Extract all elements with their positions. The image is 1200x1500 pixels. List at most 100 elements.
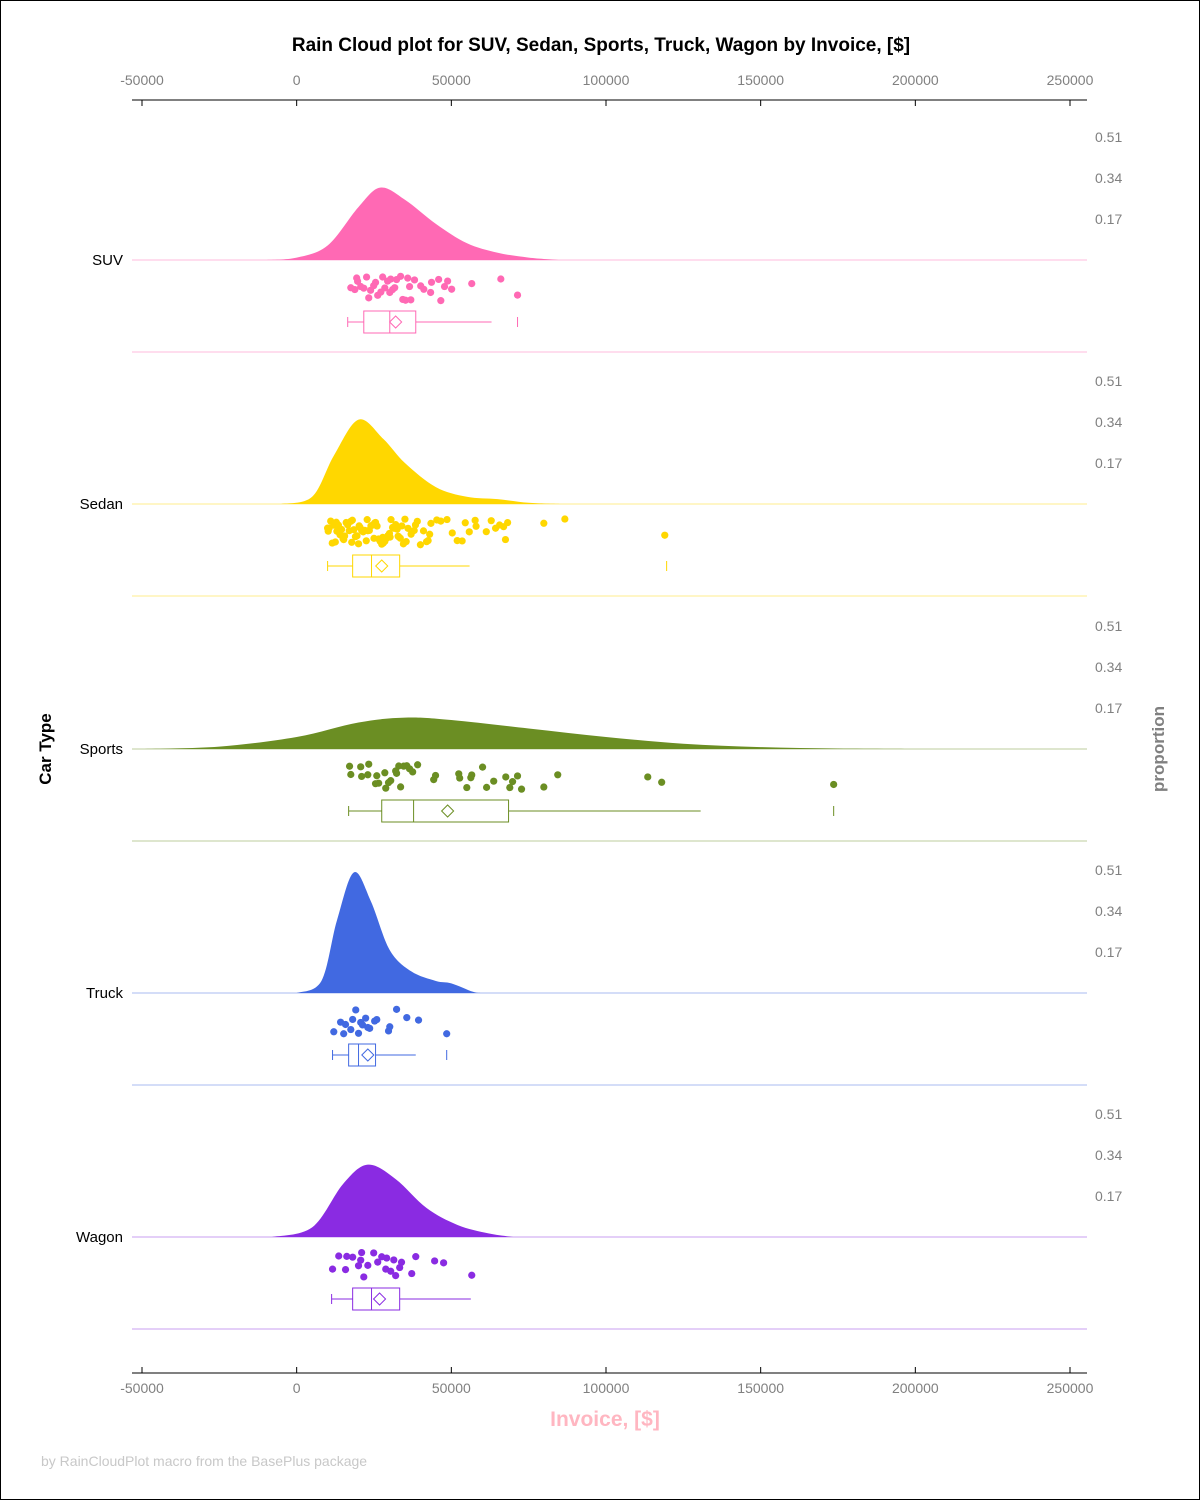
rain-point — [341, 1265, 350, 1274]
rain-point — [478, 763, 487, 771]
rain-point — [360, 284, 368, 292]
chart-title: Rain Cloud plot for SUV, Sedan, Sports, … — [292, 35, 910, 56]
density-cloud — [142, 717, 916, 749]
rain-point — [340, 536, 348, 544]
rain-point — [482, 528, 490, 536]
rain-point — [387, 777, 395, 785]
top-x-tick-label: -50000 — [120, 72, 164, 88]
mean-marker — [372, 1292, 387, 1306]
density-cloud — [296, 872, 483, 993]
rain-point — [426, 530, 434, 538]
proportion-tick-label: 0.17 — [1095, 455, 1122, 471]
bottom-x-tick-label: 150000 — [737, 1380, 784, 1396]
top-x-tick-label: 50000 — [432, 72, 471, 88]
proportion-tick-label: 0.34 — [1095, 1147, 1122, 1163]
top-x-tick-label: 200000 — [892, 72, 939, 88]
top-x-tick-label: 100000 — [583, 72, 630, 88]
rain-point — [431, 1257, 439, 1265]
proportion-tick-label: 0.17 — [1095, 944, 1122, 960]
rain-point — [324, 527, 332, 535]
rain-point — [358, 1248, 366, 1257]
rain-point — [658, 778, 666, 786]
rain-point — [501, 535, 510, 544]
category-label: Sports — [80, 741, 123, 758]
rain-point — [337, 525, 346, 534]
rain-point — [348, 538, 356, 546]
rain-point — [330, 1028, 338, 1036]
rain-point — [343, 1252, 351, 1260]
rain-point — [456, 774, 464, 782]
rain-point — [391, 284, 399, 292]
rain-point — [410, 276, 419, 284]
rain-point — [381, 769, 389, 777]
rain-point — [354, 1029, 363, 1037]
box-iqr — [348, 1043, 377, 1067]
rain-point — [440, 282, 449, 291]
proportion-tick-label: 0.51 — [1095, 129, 1122, 145]
rain-point — [444, 277, 452, 285]
rain-point — [397, 272, 405, 280]
rain-point — [371, 519, 379, 527]
rain-point — [414, 761, 422, 769]
rain-point — [382, 784, 390, 792]
rain-point — [371, 278, 380, 286]
density-cloud — [271, 1164, 514, 1237]
rain-point — [370, 1249, 378, 1257]
proportion-tick-label: 0.17 — [1095, 211, 1122, 227]
rain-point — [397, 1258, 406, 1266]
y-axis-label: Car Type — [36, 713, 55, 785]
rain-point — [420, 285, 428, 293]
rain-point — [506, 783, 514, 792]
rain-point — [347, 770, 355, 779]
rain-point — [362, 273, 371, 281]
rain-point — [431, 771, 440, 780]
proportion-tick-label: 0.34 — [1095, 170, 1122, 186]
rain-point — [435, 275, 443, 284]
rain-point — [331, 538, 339, 546]
group-sports: Sports 0.17 0.34 0.51 — [80, 618, 1122, 842]
rain-point — [358, 772, 366, 781]
proportion-tick-label: 0.51 — [1095, 373, 1122, 389]
rain-point — [366, 1024, 374, 1032]
rain-point — [472, 522, 480, 530]
rain-point — [504, 518, 512, 527]
rain-point — [341, 1020, 350, 1029]
proportion-tick-label: 0.51 — [1095, 862, 1122, 878]
rain-point — [357, 1256, 365, 1264]
rain-point — [540, 519, 548, 527]
rain-point — [332, 518, 340, 526]
rain-point — [347, 1025, 355, 1034]
rain-point — [402, 538, 410, 546]
proportion-tick-label: 0.51 — [1095, 1106, 1122, 1122]
rain-point — [355, 522, 363, 530]
rain-point — [392, 1005, 401, 1013]
rain-point — [471, 516, 479, 524]
proportion-tick-label: 0.34 — [1095, 414, 1122, 430]
rain-point — [354, 277, 362, 285]
rain-point — [387, 516, 395, 524]
rain-point — [502, 773, 510, 781]
rain-point — [374, 1258, 382, 1266]
rain-point — [340, 1030, 348, 1038]
rain-point — [443, 1030, 451, 1038]
rain-point — [362, 537, 370, 545]
rain-point — [508, 778, 517, 786]
rain-point — [404, 274, 412, 282]
rain-point — [540, 783, 548, 791]
rain-point — [401, 515, 409, 523]
group-truck: Truck 0.17 0.34 0.51 — [86, 862, 1122, 1086]
rain-point — [408, 1269, 416, 1278]
category-label: Truck — [86, 985, 123, 1002]
rain-point — [373, 1015, 381, 1024]
rain-point — [465, 528, 473, 536]
rain-point — [375, 779, 383, 787]
rain-point — [458, 537, 466, 545]
rain-point — [830, 780, 838, 789]
rain-point — [437, 297, 445, 305]
bottom-x-tick-label: 200000 — [892, 1380, 939, 1396]
rain-point — [362, 1014, 370, 1022]
mean-marker — [375, 559, 389, 573]
rain-point — [409, 768, 417, 776]
bottom-x-tick-label: -50000 — [120, 1380, 164, 1396]
rain-point — [397, 783, 405, 791]
